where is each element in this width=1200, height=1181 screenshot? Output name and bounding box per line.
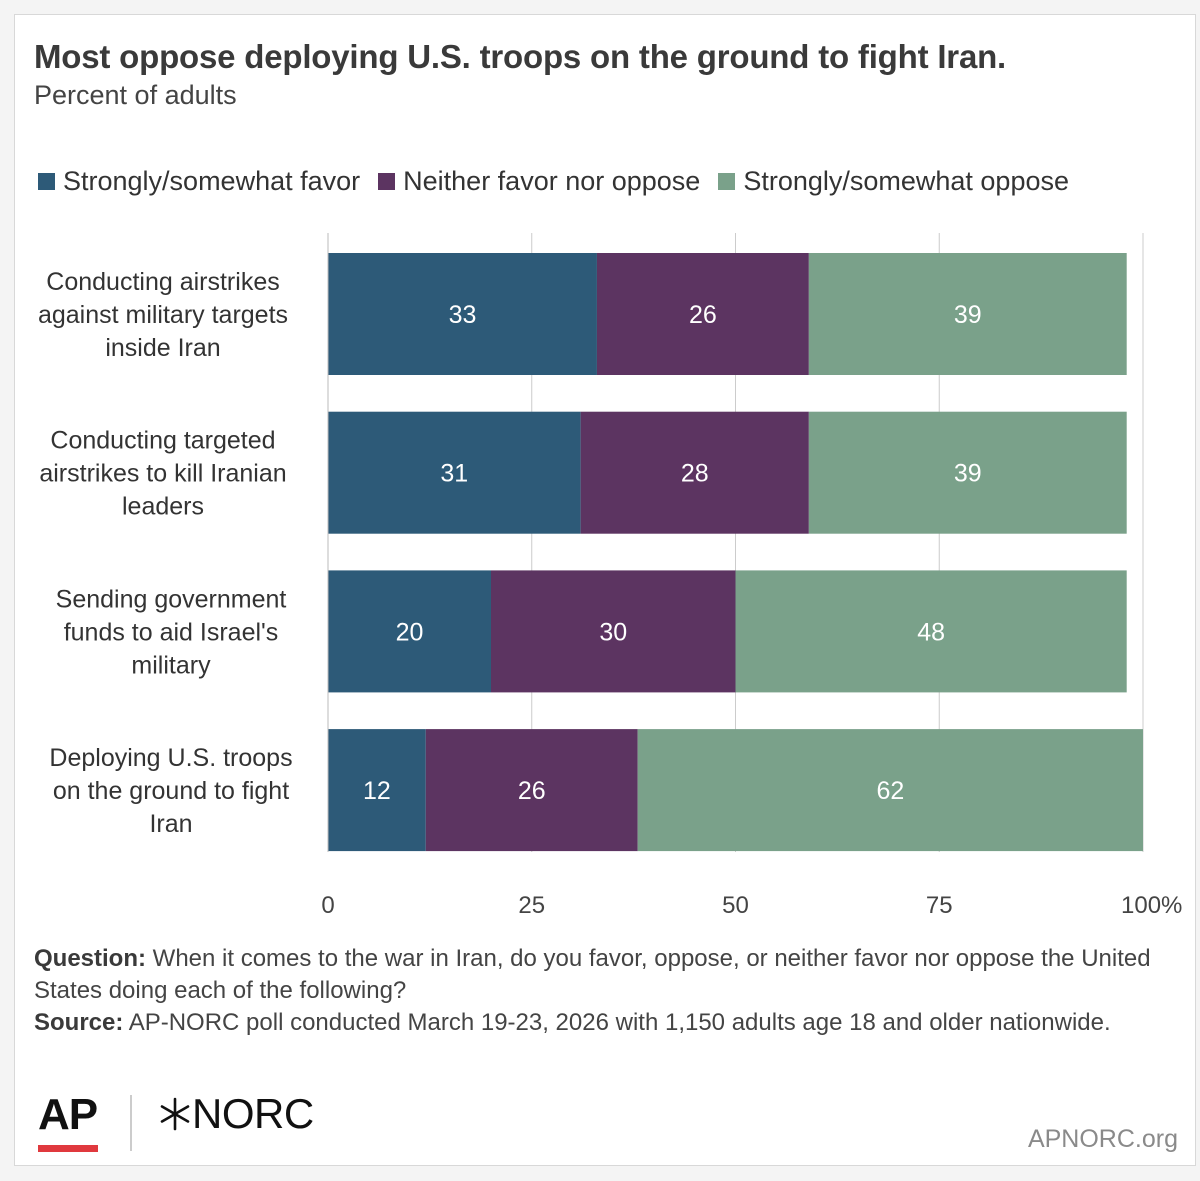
bar-value-label: 39 [954,301,982,329]
category-label-line: Deploying U.S. troops [49,744,292,772]
question-note: Question: When it comes to the war in Ir… [34,943,1174,1007]
norc-star-icon [160,1097,190,1131]
category-label-line: Conducting targeted [50,427,275,455]
category-label: Sending government funds to aid Israel's m… [56,585,287,679]
bar-value-label: 28 [681,460,709,488]
legend-swatch-favor [38,173,55,190]
bar-value-label: 12 [363,777,391,805]
bar-value-label: 62 [876,777,904,805]
source-label: Source: [34,1009,124,1036]
legend-label-oppose: Strongly/somewhat oppose [743,166,1069,196]
legend-item-neither: Neither favor nor oppose [378,166,700,197]
category-label-line: on the ground to fight [53,777,289,805]
category-label-line: inside Iran [105,334,220,362]
bar-segment [735,570,1127,693]
legend-label-neither: Neither favor nor oppose [403,166,701,196]
bar-segment [808,253,1127,375]
bar-segment [596,253,809,375]
x-tick-label: 100% [1121,892,1182,919]
category-label-line: against military targets [38,301,288,329]
chart-notes: Question: When it comes to the war in Ir… [34,943,1174,1039]
bar-value-label: 48 [917,618,945,646]
source-text: AP-NORC poll conducted March 19-23, 2026… [123,1009,1111,1036]
bar-value-label: 39 [954,460,982,488]
bar-segment [328,411,581,534]
bar-segment [328,729,426,852]
legend-item-favor: Strongly/somewhat favor [38,166,360,197]
x-tick-label: 0 [321,892,334,919]
question-label: Question: [34,945,146,972]
legend-swatch-neither [378,173,396,190]
bar-value-label: 33 [449,301,477,329]
chart-title: Most oppose deploying U.S. troops on the… [34,38,1007,75]
category-label-line: airstrikes to kill Iranian [39,460,286,488]
apnorc-site: APNORC.org [1027,1125,1178,1153]
x-tick-label: 25 [518,892,545,919]
stacked-bar-chart: 0 25 50 75 100% 33 26 39 Conducting airstrikes ag… [38,233,1182,919]
chart-subtitle: Percent of adults [34,80,237,110]
ap-logo-underline [38,1145,98,1152]
category-label-line: Sending government [56,585,287,613]
bar-value-label: 31 [440,460,468,488]
category-label: Conducting airstrikes against military ta… [38,268,288,362]
category-label-line: leaders [122,493,204,521]
legend-swatch-oppose [718,173,736,190]
category-label-line: Iran [149,810,192,838]
category-label: Conducting targeted airstrikes to kill Ir… [39,427,286,521]
category-label-line: funds to aid Israel's [64,618,279,646]
bar-value-label: 26 [518,777,546,805]
bar-value-label: 20 [396,618,424,646]
norc-logo: NORC [158,1090,314,1138]
legend-item-oppose: Strongly/somewhat oppose [718,166,1069,197]
x-tick-label: 75 [926,892,953,919]
bar-segment [808,411,1127,534]
bar-segment [328,253,597,375]
legend-label-favor: Strongly/somewhat favor [63,166,361,196]
legend: Strongly/somewhat favor Neither favor no… [38,166,1087,197]
norc-logo-text: NORC [192,1090,314,1137]
question-text: When it comes to the war in Iran, do you… [34,945,1151,1004]
bar-segment [425,729,638,852]
bar-value-label: 26 [689,301,717,329]
x-tick-label: 50 [722,892,749,919]
category-label-line: Conducting airstrikes [46,268,279,296]
ap-logo: AP [38,1090,98,1139]
logo-divider [130,1095,132,1151]
source-note: Source: AP-NORC poll conducted March 19-… [34,1007,1174,1039]
bar-segment [637,729,1143,852]
bar-value-label: 30 [599,618,627,646]
category-label: Deploying U.S. troops on the ground to fi… [49,744,292,838]
category-label-line: military [131,651,211,679]
bar-segment [491,570,736,693]
bar-segment [580,411,809,534]
bar-segment [328,570,491,693]
